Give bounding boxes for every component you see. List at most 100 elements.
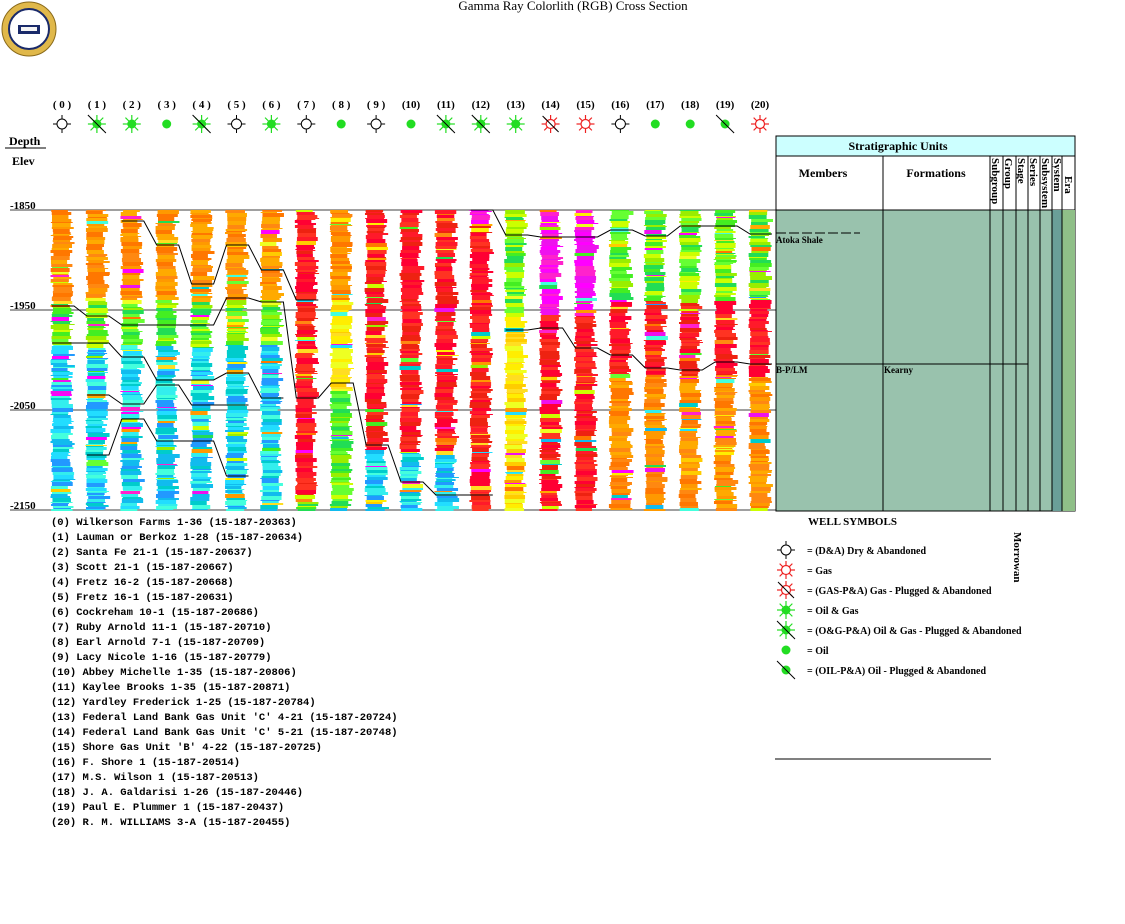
legend-item-label: = (GAS-P&A) Gas - Plugged & Abandoned (807, 586, 992, 597)
well-number-label: ( 4 ) (192, 99, 211, 111)
strat-header: Stratigraphic Units (849, 139, 948, 153)
well-column-7 (294, 210, 320, 511)
members-header: Members (799, 166, 848, 180)
well-number-label: ( 9 ) (367, 99, 386, 111)
legend-item-label: = Oil (807, 646, 829, 657)
well-name-item: (6) Cockreham 10-1 (15-187-20686) (51, 607, 259, 619)
correlation-line (52, 297, 493, 496)
kgs-logo (1, 1, 57, 57)
well-number-label: (18) (681, 99, 700, 111)
well-symbol-9-icon (367, 115, 386, 133)
well-symbol-6-icon (262, 115, 281, 133)
well-name-item: (9) Lacy Nicole 1-16 (15-187-20779) (51, 652, 272, 664)
legend-item-label: = Oil & Gas (807, 606, 859, 617)
well-number-label: (17) (646, 99, 665, 111)
depth-tick-label: -2050 (10, 400, 36, 412)
well-column-17 (643, 210, 668, 511)
well-symbol-3-icon (162, 119, 172, 129)
legend-item-label: = (D&A) Dry & Abandoned (807, 546, 926, 557)
legend-item-label: = (OIL-P&A) Oil - Plugged & Abandoned (807, 666, 986, 677)
correlation-line (470, 209, 772, 238)
legend-oil-icon (781, 645, 791, 655)
well-name-item: (10) Abbey Michelle 1-35 (15-187-20806) (51, 667, 297, 679)
depth-tick-label: -1950 (10, 300, 36, 312)
well-name-item: (7) Ruby Arnold 11-1 (15-187-20710) (51, 622, 272, 634)
legend-oil_gas-icon (777, 601, 795, 619)
well-name-item: (1) Lauman or Berkoz 1-28 (15-187-20634) (51, 532, 303, 544)
well-column-2 (120, 210, 145, 511)
well-symbol-0-icon (53, 115, 71, 133)
well-symbol-15-icon (576, 115, 595, 133)
well-symbol-1-icon (87, 114, 107, 134)
well-name-item: (17) M.S. Wilson 1 (15-187-20513) (51, 772, 259, 784)
legend-item-label: = (O&G-P&A) Oil & Gas - Plugged & Abando… (807, 626, 1022, 637)
elev-axis-label: Elev (12, 154, 35, 168)
well-name-item: (15) Shore Gas Unit 'B' 4-22 (15-187-207… (51, 742, 322, 754)
well-name-item: (19) Paul E. Plummer 1 (15-187-20437) (51, 802, 284, 814)
well-symbol-20-icon (751, 115, 769, 133)
unit-kearny-label: Kearny (884, 365, 913, 375)
strat-panel: Stratigraphic Units Members Formations S… (775, 135, 1076, 583)
well-symbol-14-icon (541, 115, 560, 133)
well-symbol-11-icon (436, 114, 456, 134)
well-column-19 (713, 210, 739, 511)
correlation-line (505, 327, 772, 371)
system-header: System (1051, 158, 1063, 192)
well-number-label: (20) (751, 99, 770, 111)
well-symbol-4-icon (192, 114, 211, 134)
subsystem-header: Subsystem (1039, 158, 1051, 208)
well-column-0 (50, 210, 76, 511)
well-column-5 (225, 210, 250, 511)
well-name-item: (14) Federal Land Bank Gas Unit 'C' 5-21… (51, 727, 398, 739)
well-column-9 (364, 210, 390, 511)
legend-oil_pa-icon (776, 660, 796, 680)
well-name-item: (5) Fretz 16-1 (15-187-20631) (51, 592, 234, 604)
well-symbol-19-icon (715, 114, 735, 134)
depth-tick-label: -2150 (10, 500, 36, 512)
well-number-label: (10) (402, 99, 421, 111)
well-number-label: ( 5 ) (227, 99, 246, 111)
well-column-18 (678, 210, 703, 511)
well-name-item: (3) Scott 21-1 (15-187-20667) (51, 562, 234, 574)
correlation-line (86, 418, 249, 477)
well-symbol-10-icon (406, 119, 416, 129)
well-column-6 (259, 210, 285, 511)
legend-og_pa-icon (776, 620, 796, 640)
well-name-item: (13) Federal Land Bank Gas Unit 'C' 4-21… (51, 712, 398, 724)
well-name-item: (2) Santa Fe 21-1 (15-187-20637) (51, 547, 253, 559)
well-number-label: (16) (611, 99, 630, 111)
era-header: Era (1062, 176, 1074, 194)
well-number-label: (12) (472, 99, 491, 111)
correlation-line (121, 220, 319, 301)
well-number-label: ( 7 ) (297, 99, 316, 111)
well-symbol-8-icon (336, 119, 346, 129)
well-number-label: (19) (716, 99, 735, 111)
well-name-item: (0) Wilkerson Farms 1-36 (15-187-20363) (51, 517, 297, 529)
depth-axis-label: Depth (9, 134, 41, 148)
well-column-12 (469, 210, 494, 511)
series-header: Series (1027, 158, 1039, 187)
well-column-10 (399, 210, 425, 511)
well-column-16 (608, 210, 634, 510)
well-name-item: (11) Kaylee Brooks 1-35 (15-187-20871) (51, 682, 290, 694)
legend-gas_pa-icon (777, 581, 795, 599)
well-column-1 (85, 210, 111, 510)
legend-gas-icon (777, 561, 795, 579)
well-number-label: ( 0 ) (53, 99, 72, 111)
well-column-4 (190, 210, 215, 510)
well-number-label: ( 8 ) (332, 99, 351, 111)
well-number-label: (15) (576, 99, 595, 111)
well-column-20 (748, 210, 774, 511)
well-number-label: (13) (507, 99, 526, 111)
well-number-label: ( 2 ) (123, 99, 142, 111)
well-symbol-7-icon (297, 115, 316, 133)
well-number-label: (14) (541, 99, 560, 111)
well-name-item: (20) R. M. WILLIAMS 3-A (15-187-20455) (51, 817, 290, 829)
well-column-14 (539, 210, 564, 511)
correlation-line (52, 342, 284, 399)
well-symbol-18-icon (685, 119, 695, 129)
legend-dry-icon (777, 541, 795, 559)
well-name-item: (16) F. Shore 1 (15-187-20514) (51, 757, 240, 769)
well-column-8 (329, 210, 355, 511)
